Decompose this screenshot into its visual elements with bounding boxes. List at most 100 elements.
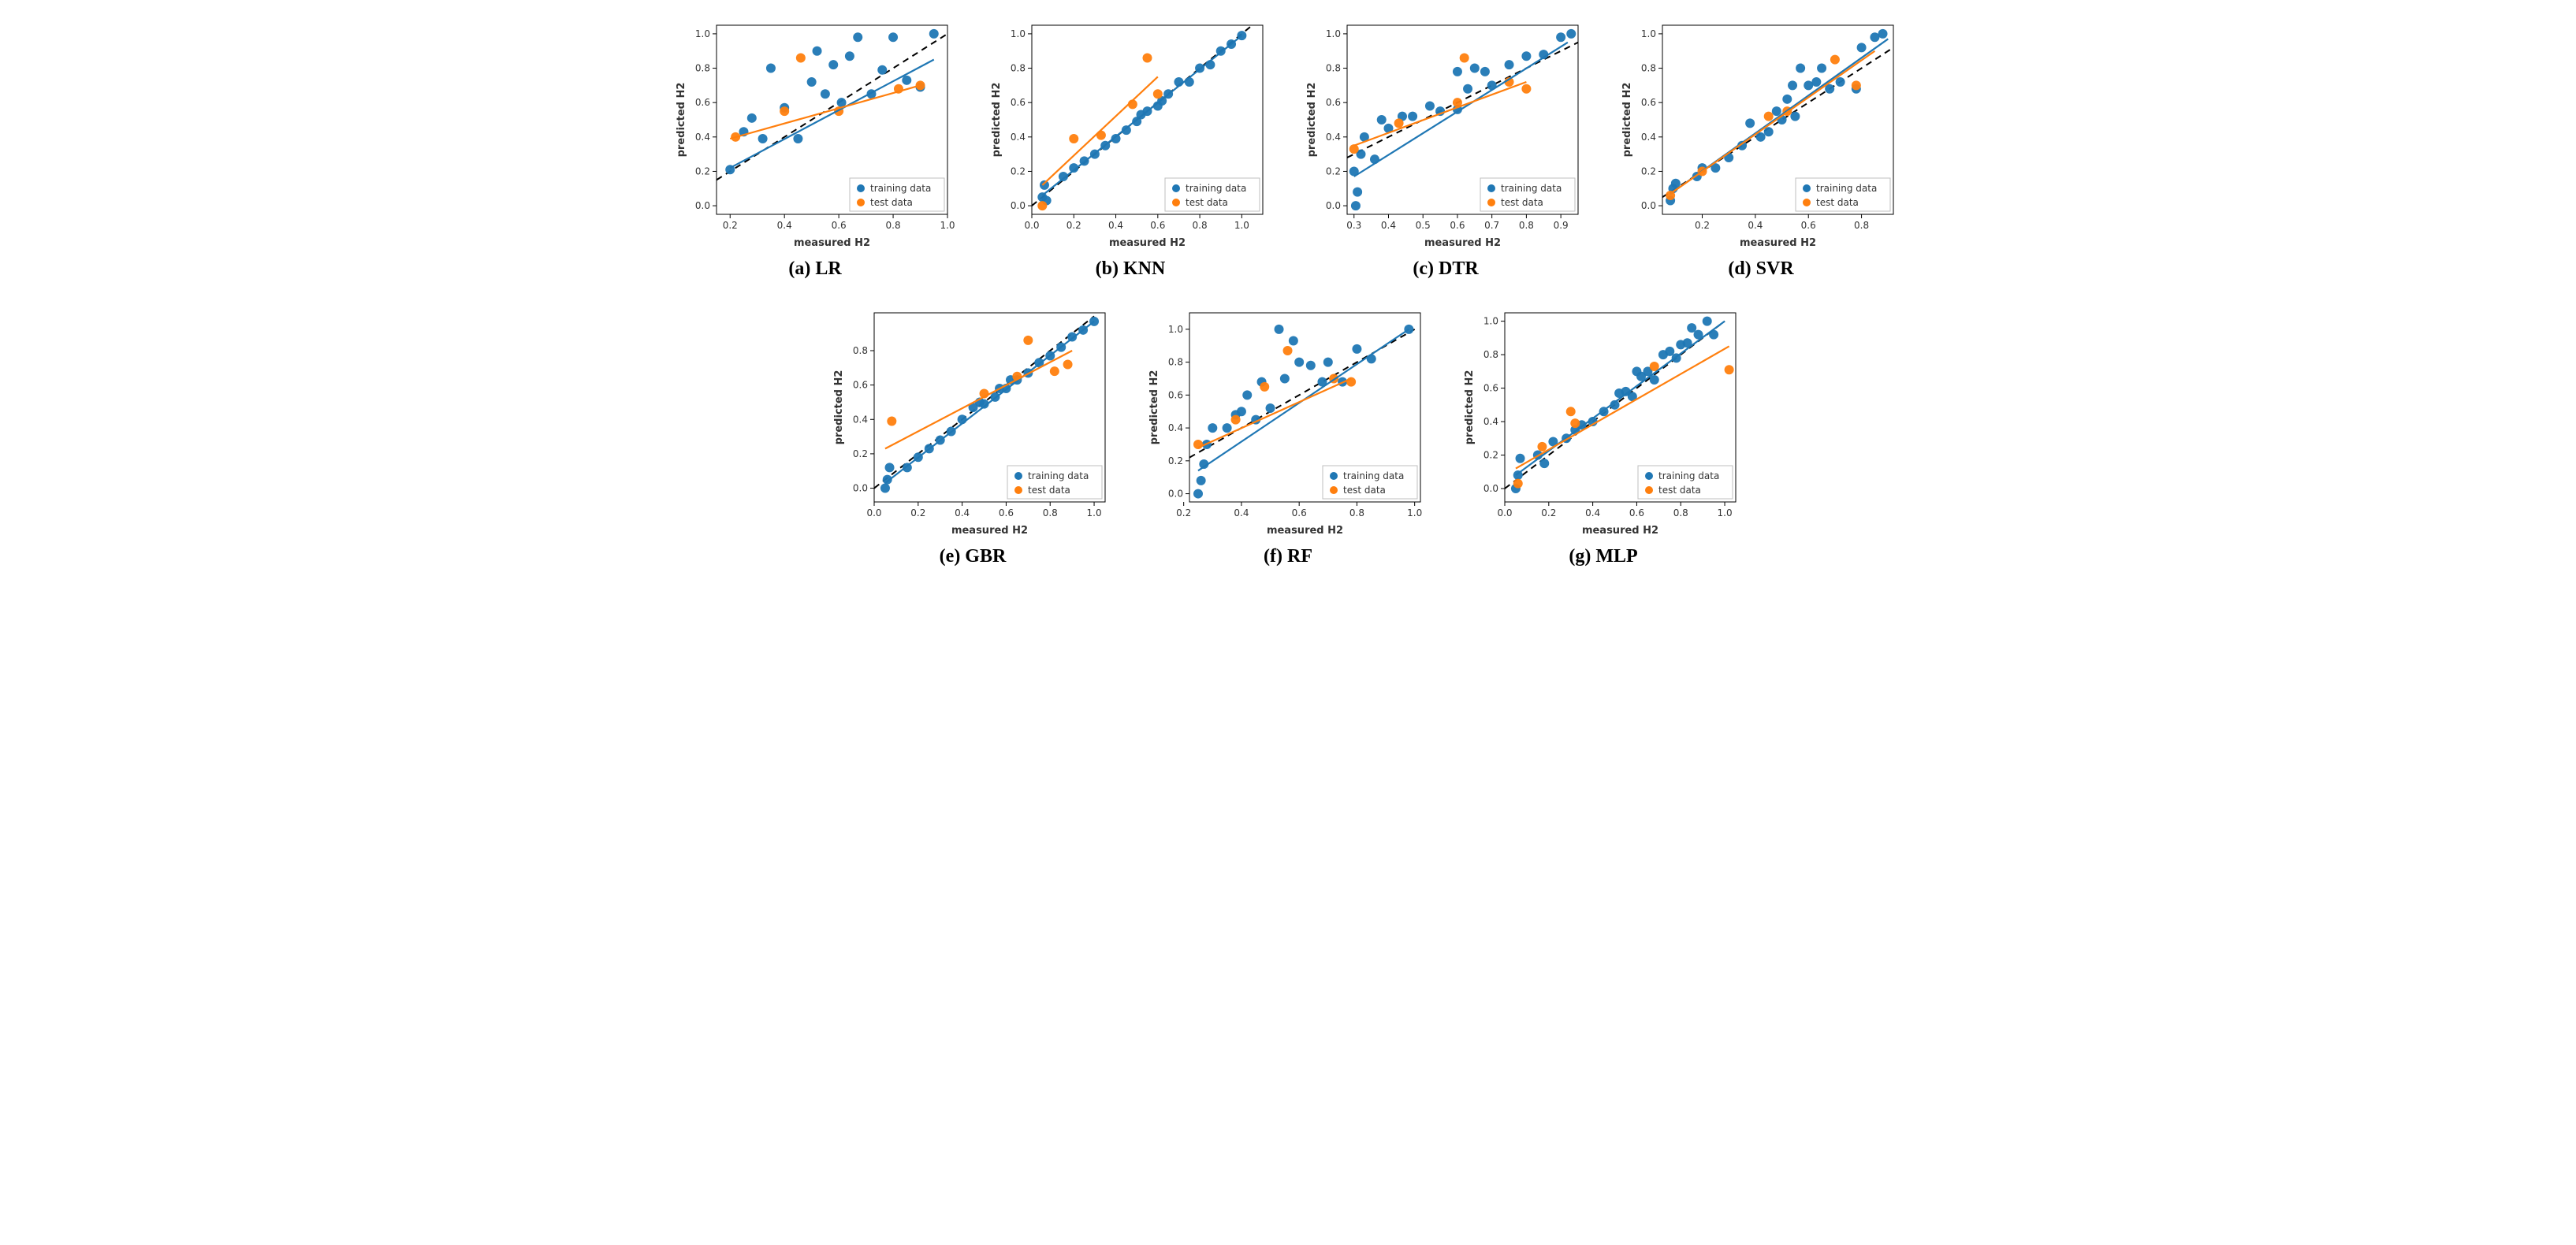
svg-text:0.8: 0.8 — [1326, 63, 1341, 74]
svg-text:1.0: 1.0 — [1234, 220, 1249, 231]
y-axis-label: predicted H2 — [676, 83, 687, 158]
svg-text:0.6: 0.6 — [1450, 220, 1465, 231]
svg-text:0.6: 0.6 — [1641, 97, 1656, 108]
svg-text:0.0: 0.0 — [695, 200, 710, 211]
panel-e: 0.00.20.40.60.81.00.00.20.40.60.8measure… — [831, 303, 1115, 567]
svg-text:0.0: 0.0 — [1024, 220, 1039, 231]
scatter-plot: 0.20.40.60.81.00.00.20.40.60.81.0measure… — [1146, 303, 1430, 540]
scatter-plot: 0.2 0.4 0.6 0.8 0.0 0.2 0.4 0.6 0.8 1.0 measured H… — [1619, 16, 1903, 252]
svg-text:0.2: 0.2 — [1168, 455, 1183, 466]
svg-text:0.4: 0.4 — [695, 132, 710, 143]
panel-g: 0.00.20.40.60.81.00.00.20.40.60.81.0meas… — [1461, 303, 1745, 567]
panel-caption: (e) GBR — [940, 546, 1007, 567]
svg-text:0.7: 0.7 — [1484, 220, 1499, 231]
svg-text:0.8: 0.8 — [1854, 220, 1869, 231]
svg-text:0.4: 0.4 — [1585, 507, 1600, 518]
y-axis-label: predicted H2 — [991, 83, 1003, 158]
svg-text:0.2: 0.2 — [1067, 220, 1081, 231]
svg-text:1.0: 1.0 — [940, 220, 955, 231]
svg-text:0.0: 0.0 — [1168, 489, 1183, 500]
x-axis-label: measured H2 — [1267, 525, 1343, 537]
legend-label: test data — [1186, 197, 1228, 208]
svg-text:1.0: 1.0 — [1168, 324, 1183, 335]
scatter-plot: 0.00.20.40.60.81.00.00.20.40.60.81.0meas… — [1461, 303, 1745, 540]
svg-text:0.0: 0.0 — [1497, 507, 1512, 518]
svg-text:0.4: 0.4 — [1011, 132, 1026, 143]
panel-b: 0.00.20.40.60.81.00.00.20.40.60.81.0meas… — [988, 16, 1272, 280]
legend-label: training data — [1028, 470, 1089, 481]
svg-text:0.8: 0.8 — [886, 220, 901, 231]
svg-text:0.8: 0.8 — [1483, 349, 1498, 360]
svg-text:0.0: 0.0 — [1011, 200, 1026, 211]
legend-label: training data — [1343, 470, 1404, 481]
legend-label: test data — [1028, 485, 1070, 496]
svg-text:0.2: 0.2 — [1483, 450, 1498, 461]
svg-text:1.0: 1.0 — [1483, 316, 1498, 327]
svg-text:0.2: 0.2 — [910, 507, 925, 518]
svg-text:0.2: 0.2 — [1695, 220, 1710, 231]
svg-text:0.6: 0.6 — [832, 220, 847, 231]
panel-f: 0.20.40.60.81.00.00.20.40.60.81.0measure… — [1146, 303, 1430, 567]
svg-text:1.0: 1.0 — [1326, 28, 1341, 39]
panel-caption: (d) SVR — [1728, 258, 1793, 280]
panel-a: 0.20.40.60.81.00.00.20.40.60.81.0measure… — [673, 16, 957, 280]
svg-text:0.2: 0.2 — [1326, 165, 1341, 177]
svg-text:0.6: 0.6 — [695, 97, 710, 108]
svg-text:0.8: 0.8 — [1673, 507, 1688, 518]
svg-text:0.2: 0.2 — [1176, 507, 1191, 518]
scatter-plot: 0.00.20.40.60.81.00.00.20.40.60.81.0meas… — [988, 16, 1272, 252]
svg-text:0.4: 0.4 — [1326, 132, 1341, 143]
svg-text:0.8: 0.8 — [1011, 63, 1026, 74]
svg-text:0.9: 0.9 — [1554, 220, 1569, 231]
svg-text:0.6: 0.6 — [1801, 220, 1816, 231]
svg-text:0.4: 0.4 — [1168, 422, 1183, 433]
legend-label: training data — [1816, 183, 1877, 194]
chart-grid: 0.2 0.4 0.6 0.8 1.0 0.0 0.2 0.4 0.6 0.8 1.0 measure… — [16, 16, 2560, 567]
svg-text:0.4: 0.4 — [1381, 220, 1396, 231]
legend-label: test data — [1816, 197, 1859, 208]
svg-text:0.8: 0.8 — [695, 63, 710, 74]
svg-text:0.8: 0.8 — [1193, 220, 1208, 231]
svg-text:0.3: 0.3 — [1346, 220, 1361, 231]
x-axis-label: measured H2 — [1740, 237, 1816, 249]
svg-text:0.4: 0.4 — [1641, 132, 1656, 143]
panel-caption: (b) KNN — [1096, 258, 1166, 280]
y-axis-label: predicted H2 — [1464, 370, 1476, 445]
legend-label: training data — [1501, 183, 1562, 194]
svg-text:0.2: 0.2 — [723, 220, 738, 231]
scatter-plot: 0.30.40.50.60.70.80.90.00.20.40.60.81.0m… — [1304, 16, 1588, 252]
y-axis-label: predicted H2 — [1148, 370, 1160, 445]
panel-caption: (c) DTR — [1413, 258, 1478, 280]
svg-text:0.6: 0.6 — [1292, 507, 1307, 518]
svg-text:0.0: 0.0 — [1483, 483, 1498, 494]
svg-text:0.6: 0.6 — [1011, 97, 1026, 108]
row-1: 0.2 0.4 0.6 0.8 1.0 0.0 0.2 0.4 0.6 0.8 1.0 measure… — [673, 16, 1903, 280]
svg-text:0.8: 0.8 — [1641, 63, 1656, 74]
svg-text:0.0: 0.0 — [866, 507, 881, 518]
x-axis-label: measured H2 — [794, 237, 870, 249]
svg-text:0.4: 0.4 — [853, 414, 868, 425]
legend-label: training data — [1658, 470, 1719, 481]
svg-text:0.6: 0.6 — [1168, 389, 1183, 400]
svg-text:1.0: 1.0 — [1407, 507, 1422, 518]
svg-text:0.6: 0.6 — [853, 380, 868, 391]
svg-text:0.6: 0.6 — [999, 507, 1014, 518]
svg-text:0.6: 0.6 — [1483, 383, 1498, 394]
legend-label: test data — [1501, 197, 1543, 208]
svg-text:1.0: 1.0 — [1641, 28, 1656, 39]
panel-c: 0.30.40.50.60.70.80.90.00.20.40.60.81.0m… — [1304, 16, 1588, 280]
svg-text:0.4: 0.4 — [777, 220, 792, 231]
legend-label: test data — [870, 197, 913, 208]
x-axis-label: measured H2 — [1109, 237, 1186, 249]
svg-text:0.4: 0.4 — [1108, 220, 1123, 231]
row-2: 0.0 0.2 0.4 0.6 0.8 1.0 0.0 0.2 0.4 0.6 0.8 measure… — [831, 303, 1745, 567]
svg-text:0.4: 0.4 — [955, 507, 970, 518]
svg-text:0.0: 0.0 — [1641, 200, 1656, 211]
svg-text:0.4: 0.4 — [1748, 220, 1763, 231]
legend-label: training data — [1186, 183, 1246, 194]
y-axis-label: predicted H2 — [1621, 83, 1633, 158]
panel-caption: (f) RF — [1264, 546, 1312, 567]
panel-d: 0.2 0.4 0.6 0.8 0.0 0.2 0.4 0.6 0.8 1.0 measured H… — [1619, 16, 1903, 280]
svg-text:0.2: 0.2 — [1641, 165, 1656, 177]
svg-text:0.4: 0.4 — [1234, 507, 1249, 518]
